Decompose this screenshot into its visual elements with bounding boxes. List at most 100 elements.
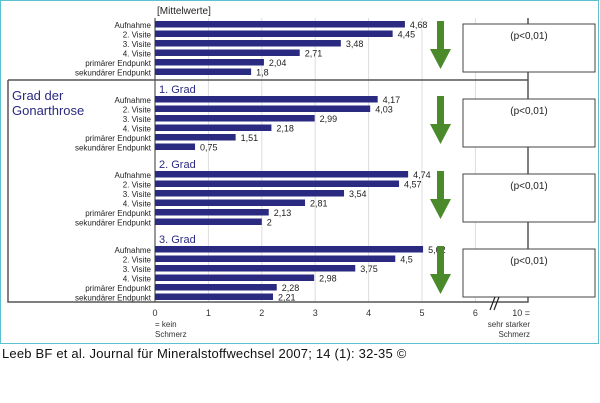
data-label: 2 xyxy=(267,218,272,228)
data-label: 4,17 xyxy=(383,95,401,105)
citation: Leeb BF et al. Journal für Mineralstoffw… xyxy=(2,346,407,361)
category-label: primärer Endpunkt xyxy=(85,134,152,143)
data-label: 4,03 xyxy=(375,105,393,115)
bar xyxy=(155,59,264,66)
category-label: 2. Visite xyxy=(123,106,152,115)
bar xyxy=(155,124,272,131)
data-label: 4,5 xyxy=(400,255,413,265)
x-tick-label: 1 xyxy=(206,308,211,318)
data-label: 2,13 xyxy=(274,208,292,218)
data-label: 2,98 xyxy=(319,274,337,284)
significance-box xyxy=(462,23,596,73)
data-label: 1,51 xyxy=(241,133,259,143)
data-label: 4,57 xyxy=(404,180,422,190)
significance-label: (p<0,01) xyxy=(510,31,548,42)
data-label: 2,71 xyxy=(305,49,323,59)
category-label: 3. Visite xyxy=(123,190,152,199)
data-label: 3,75 xyxy=(360,264,378,274)
group-title: 3. Grad xyxy=(159,234,196,246)
data-label: 2,81 xyxy=(310,199,328,209)
bar xyxy=(155,115,315,122)
down-arrow-icon xyxy=(430,274,451,294)
significance-box xyxy=(462,248,596,298)
category-label: 3. Visite xyxy=(123,115,152,124)
category-label: sekundärer Endpunkt xyxy=(75,219,152,228)
down-arrow-icon xyxy=(430,124,451,144)
category-label: Aufnahme xyxy=(115,96,152,105)
category-label: 4. Visite xyxy=(123,125,152,134)
group-frame-label-line1: Grad der xyxy=(12,88,64,103)
bar xyxy=(155,218,262,225)
category-label: 3. Visite xyxy=(123,265,152,274)
bar xyxy=(155,30,393,37)
group-frame-label-line2: Gonarthrose xyxy=(12,103,84,118)
significance-box xyxy=(462,173,596,223)
x-tick-label: 0 xyxy=(152,308,157,318)
down-arrow-shaft xyxy=(437,96,444,126)
category-label: 2. Visite xyxy=(123,256,152,265)
category-label: 4. Visite xyxy=(123,275,152,284)
bar xyxy=(155,246,424,253)
bar xyxy=(155,68,252,75)
axis-break-icon xyxy=(489,296,500,311)
category-label: 4. Visite xyxy=(123,200,152,209)
data-label: 1,8 xyxy=(256,68,269,78)
x-tick-label: 5 xyxy=(419,308,424,318)
bar xyxy=(155,21,405,28)
bar xyxy=(155,265,356,272)
bar xyxy=(155,190,345,197)
bar xyxy=(155,209,269,216)
bar xyxy=(155,105,371,112)
category-label: primärer Endpunkt xyxy=(85,284,152,293)
category-label: 2. Visite xyxy=(123,181,152,190)
category-label: Aufnahme xyxy=(115,21,152,30)
category-label: 4. Visite xyxy=(123,50,152,59)
category-label: sekundärer Endpunkt xyxy=(75,144,152,153)
x-tick-label: 4 xyxy=(366,308,371,318)
bar xyxy=(155,274,315,281)
x-tick-label: 6 xyxy=(473,308,478,318)
axis-end-label: sehr starker xyxy=(488,320,531,329)
bar xyxy=(155,96,378,103)
bar xyxy=(155,284,277,291)
down-arrow-shaft xyxy=(437,246,444,276)
axis-end-label-2: Schmerz xyxy=(498,330,530,339)
data-label: 4,45 xyxy=(398,30,416,40)
bar xyxy=(155,180,400,187)
bar xyxy=(155,171,409,178)
bar xyxy=(155,199,306,206)
unit-label: [Mittelwerte] xyxy=(157,6,211,17)
data-label: 2,18 xyxy=(276,124,294,134)
x-tick-label-10: 10 = xyxy=(512,308,530,318)
category-label: Aufnahme xyxy=(115,246,152,255)
x-tick-label: 2 xyxy=(259,308,264,318)
data-label: 2,21 xyxy=(278,293,296,303)
outer-frame xyxy=(0,0,599,344)
axis-start-label-2: Schmerz xyxy=(155,330,187,339)
data-label: 4,68 xyxy=(410,20,428,30)
group-title: 1. Grad xyxy=(159,84,196,96)
data-label: 2,28 xyxy=(282,283,300,293)
data-label: 3,54 xyxy=(349,189,367,199)
down-arrow-shaft xyxy=(437,171,444,201)
data-label: 5,02 xyxy=(428,245,446,255)
category-label: 3. Visite xyxy=(123,40,152,49)
bar xyxy=(155,134,236,141)
data-label: 2,99 xyxy=(320,114,338,124)
x-tick-label: 3 xyxy=(313,308,318,318)
significance-label: (p<0,01) xyxy=(510,256,548,267)
down-arrow-icon xyxy=(430,49,451,69)
category-label: Aufnahme xyxy=(115,171,152,180)
data-label: 2,04 xyxy=(269,58,287,68)
significance-label: (p<0,01) xyxy=(510,181,548,192)
bar xyxy=(155,49,300,56)
bar xyxy=(155,293,274,300)
significance-box xyxy=(462,98,596,148)
group-title: 2. Grad xyxy=(159,159,196,171)
data-label: 0,75 xyxy=(200,143,218,153)
data-label: 4,74 xyxy=(413,170,431,180)
category-label: 2. Visite xyxy=(123,31,152,40)
category-label: sekundärer Endpunkt xyxy=(75,69,152,78)
